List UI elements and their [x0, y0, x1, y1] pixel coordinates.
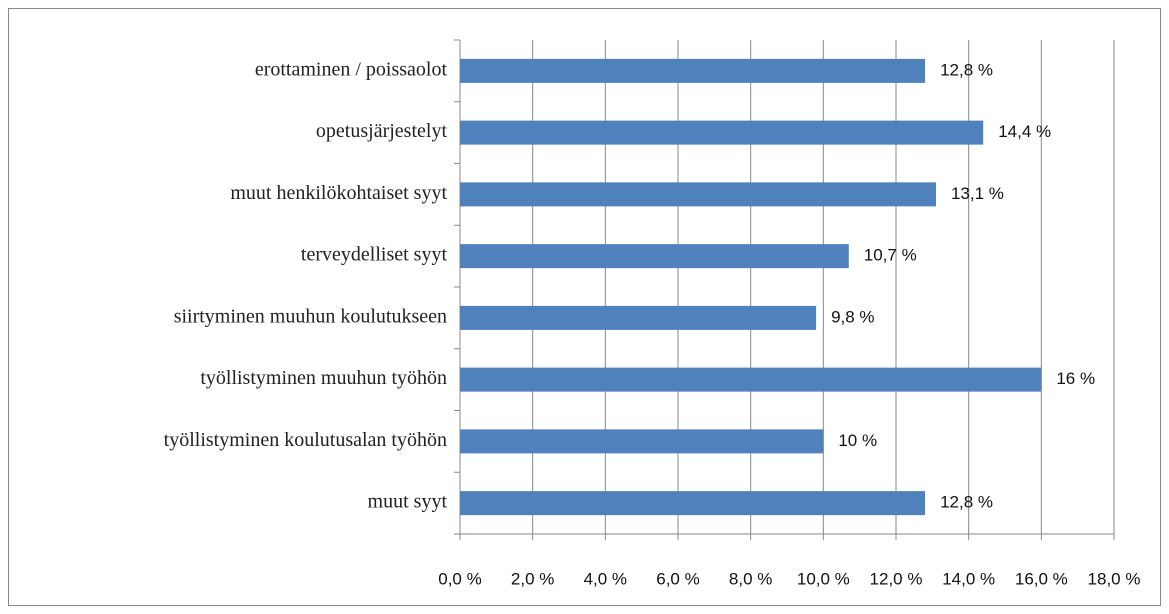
x-tick-label: 14,0 % — [942, 569, 995, 588]
x-tick-label: 4,0 % — [584, 569, 627, 588]
x-tick-label: 12,0 % — [870, 569, 923, 588]
value-label: 10,7 % — [864, 246, 917, 265]
y-tick-label: terveydelliset syyt — [301, 244, 448, 266]
y-tick-label: työllistyminen koulutusalan työhön — [164, 429, 447, 451]
bar — [460, 367, 1042, 392]
x-tick-label: 6,0 % — [656, 569, 699, 588]
value-label: 14,4 % — [998, 122, 1051, 141]
bar — [460, 491, 926, 516]
x-tick-label: 10,0 % — [797, 569, 850, 588]
x-tick-label: 16,0 % — [1015, 569, 1068, 588]
x-tick-label: 8,0 % — [729, 569, 772, 588]
y-tick-label: opetusjärjestelyt — [316, 120, 448, 142]
value-label: 12,8 % — [940, 60, 993, 79]
bar — [460, 58, 926, 83]
value-label: 10 % — [838, 431, 877, 450]
y-tick-label: muut syyt — [368, 491, 448, 513]
y-tick-label: siirtyminen muuhun koulutukseen — [174, 305, 447, 327]
x-tick-label: 18,0 % — [1088, 569, 1141, 588]
value-label: 16 % — [1056, 369, 1095, 388]
bar — [460, 120, 984, 145]
bar — [460, 244, 849, 269]
bar — [460, 429, 824, 454]
value-label: 9,8 % — [831, 307, 874, 326]
bar — [460, 182, 936, 207]
y-tick-label: muut henkilökohtaiset syyt — [230, 182, 447, 204]
x-tick-label: 0,0 % — [438, 569, 481, 588]
y-tick-label: työllistyminen muuhun työhön — [200, 367, 447, 389]
value-label: 12,8 % — [940, 493, 993, 512]
value-label: 13,1 % — [951, 184, 1004, 203]
x-tick-label: 2,0 % — [511, 569, 554, 588]
y-tick-label: erottaminen / poissaolot — [255, 58, 448, 80]
bar — [460, 305, 817, 330]
